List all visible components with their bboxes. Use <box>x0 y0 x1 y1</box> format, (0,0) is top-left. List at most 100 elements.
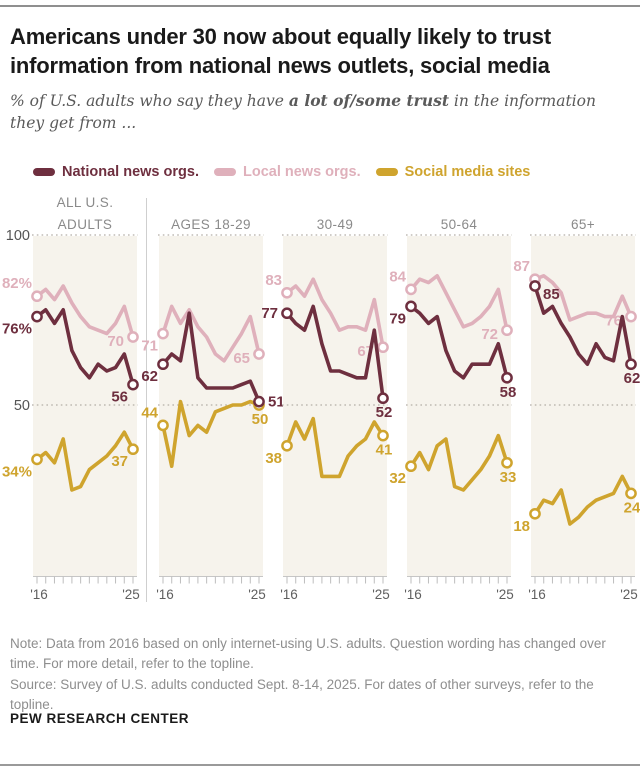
x-axis-label-start: '16 <box>404 587 422 602</box>
local-start-label: 71 <box>141 338 158 355</box>
legend-item-local: Local news orgs. <box>213 164 361 180</box>
series-line-social <box>285 416 385 479</box>
local-end-label: 70 <box>107 333 124 350</box>
bottom-rule <box>0 764 640 766</box>
social-end-label: 50 <box>252 411 269 428</box>
start-marker-national <box>281 307 293 320</box>
series-line-social <box>409 433 509 492</box>
panel-header: AGES 18-29 <box>171 217 251 232</box>
social-start-label: 32 <box>389 470 406 487</box>
social-swatch-icon <box>375 168 398 176</box>
subtitle-prefix: % of U.S. adults who say they have <box>10 92 289 110</box>
end-marker-social <box>377 429 389 442</box>
series-line-social <box>35 430 135 492</box>
national-end-label: 52 <box>376 404 393 421</box>
national-end-label: 56 <box>111 389 128 406</box>
y-axis-label-100: 100 <box>6 228 30 244</box>
local-swatch-icon <box>213 168 236 176</box>
end-marker-national <box>377 392 389 405</box>
local-end-label: 72 <box>481 326 498 343</box>
series-line-local <box>533 274 633 322</box>
national-end-label: 62 <box>624 370 640 387</box>
social-end-label: 37 <box>111 453 128 470</box>
page-title: Americans under 30 now about equally lik… <box>10 24 551 79</box>
start-marker-social <box>281 439 293 452</box>
local-end-label: 65 <box>233 350 250 367</box>
x-axis-label-start: '16 <box>528 587 546 602</box>
national-start-label: 62 <box>141 368 158 385</box>
local-start-label: 87 <box>513 258 530 275</box>
national-end-label: 51 <box>268 394 285 411</box>
panel-plot-bg <box>33 236 137 577</box>
social-start-label: 44 <box>141 404 158 421</box>
end-marker-social <box>127 443 139 456</box>
local-end-label: 76 <box>605 313 622 330</box>
panel-header: 65+ <box>571 217 595 232</box>
end-marker-local <box>501 324 513 337</box>
x-axis-label-start: '16 <box>156 587 174 602</box>
national-start-label: 85 <box>543 286 560 303</box>
start-marker-local <box>31 290 43 303</box>
series-line-social <box>161 399 261 469</box>
social-start-label: 18 <box>513 518 530 535</box>
start-marker-social <box>157 419 169 432</box>
legend-item-national: National news orgs. <box>33 164 199 180</box>
panel-header: ALL U.S. <box>57 195 114 210</box>
end-marker-social <box>501 456 513 469</box>
legend-label-national: National news orgs. <box>62 164 199 180</box>
series-line-national <box>35 308 135 387</box>
x-axis-label-end: '25 <box>248 587 266 602</box>
start-marker-local <box>281 286 293 299</box>
social-end-label: 33 <box>500 469 517 486</box>
series-line-local <box>409 274 509 332</box>
social-start-label: 38 <box>265 450 282 467</box>
start-marker-national <box>405 300 417 313</box>
footnotes: Note: Data from 2016 based on only inter… <box>10 634 636 715</box>
series-line-national <box>533 284 633 366</box>
x-axis-label-end: '25 <box>496 587 514 602</box>
x-axis-label-start: '16 <box>280 587 298 602</box>
end-marker-national <box>253 395 265 408</box>
end-marker-local <box>127 331 139 343</box>
top-rule <box>0 5 640 7</box>
end-marker-national <box>127 378 139 391</box>
social-end-label: 24 <box>624 499 640 516</box>
y-axis-label-50: 50 <box>14 398 30 414</box>
end-marker-local <box>253 348 265 360</box>
national-start-label: 79 <box>389 310 406 327</box>
national-start-label: 77 <box>261 305 278 322</box>
series-line-national <box>409 304 509 380</box>
start-marker-national <box>529 280 541 292</box>
legend: National news orgs. Local news orgs. Soc… <box>33 164 530 180</box>
panel-plot-bg <box>531 236 635 577</box>
start-marker-social <box>31 453 43 466</box>
start-marker-local <box>405 283 417 296</box>
trust-small-multiples-chart: 100 50 ALL U.S. ADULTS '16 '25 82% 70 34% 37 76% 56… <box>2 195 640 602</box>
legend-item-social: Social media sites <box>375 164 531 180</box>
legend-label-social: Social media sites <box>404 164 531 180</box>
end-marker-local <box>377 341 389 354</box>
national-end-label: 58 <box>500 384 517 401</box>
series-line-national <box>161 311 261 404</box>
legend-label-local: Local news orgs. <box>242 164 361 180</box>
end-marker-social <box>625 487 637 500</box>
series-line-social <box>533 474 633 526</box>
series-line-local <box>161 304 261 363</box>
end-marker-local <box>625 310 637 323</box>
panel-header: 30-49 <box>317 217 354 232</box>
x-axis-label-start: '16 <box>30 587 48 602</box>
note-text: Note: Data from 2016 based on only inter… <box>10 636 606 672</box>
national-swatch-icon <box>33 168 55 176</box>
start-marker-national <box>157 358 169 371</box>
chart-subtitle: % of U.S. adults who say they have a lot… <box>10 90 634 135</box>
start-marker-social <box>529 507 541 520</box>
panel-header: ADULTS <box>58 217 113 232</box>
start-marker-local <box>157 327 169 340</box>
source-text: Source: Survey of U.S. adults conducted … <box>10 676 594 712</box>
x-axis-label-end: '25 <box>620 587 638 602</box>
local-start-label: 84 <box>389 268 406 285</box>
x-axis-label-end: '25 <box>372 587 390 602</box>
local-start-label: 82% <box>2 275 32 292</box>
pew-research-center-wordmark: PEW RESEARCH CENTER <box>10 711 190 726</box>
